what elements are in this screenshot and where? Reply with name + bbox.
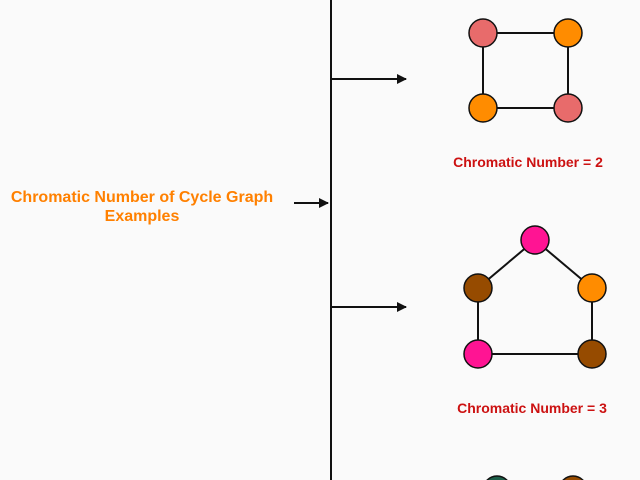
graph-node xyxy=(468,18,498,48)
graph-node xyxy=(577,273,607,303)
graph-node xyxy=(553,93,583,123)
cycle-graph-c4 xyxy=(468,18,583,123)
graph-node xyxy=(468,93,498,123)
graph-node xyxy=(463,273,493,303)
graph-node xyxy=(577,339,607,369)
cycle-graph-partial xyxy=(486,475,584,480)
cycle-graph-c5 xyxy=(463,225,607,369)
graph-node xyxy=(486,475,508,480)
diagram-title-line1: Chromatic Number of Cycle Graph xyxy=(11,189,273,206)
diagram-title-line2: Examples xyxy=(105,208,180,225)
graph-node xyxy=(520,225,550,255)
caption-example-1: Chromatic Number = 2 xyxy=(453,154,603,170)
graph-node xyxy=(463,339,493,369)
caption-example-2: Chromatic Number = 3 xyxy=(457,400,607,416)
graph-node xyxy=(562,475,584,480)
graph-node xyxy=(553,18,583,48)
